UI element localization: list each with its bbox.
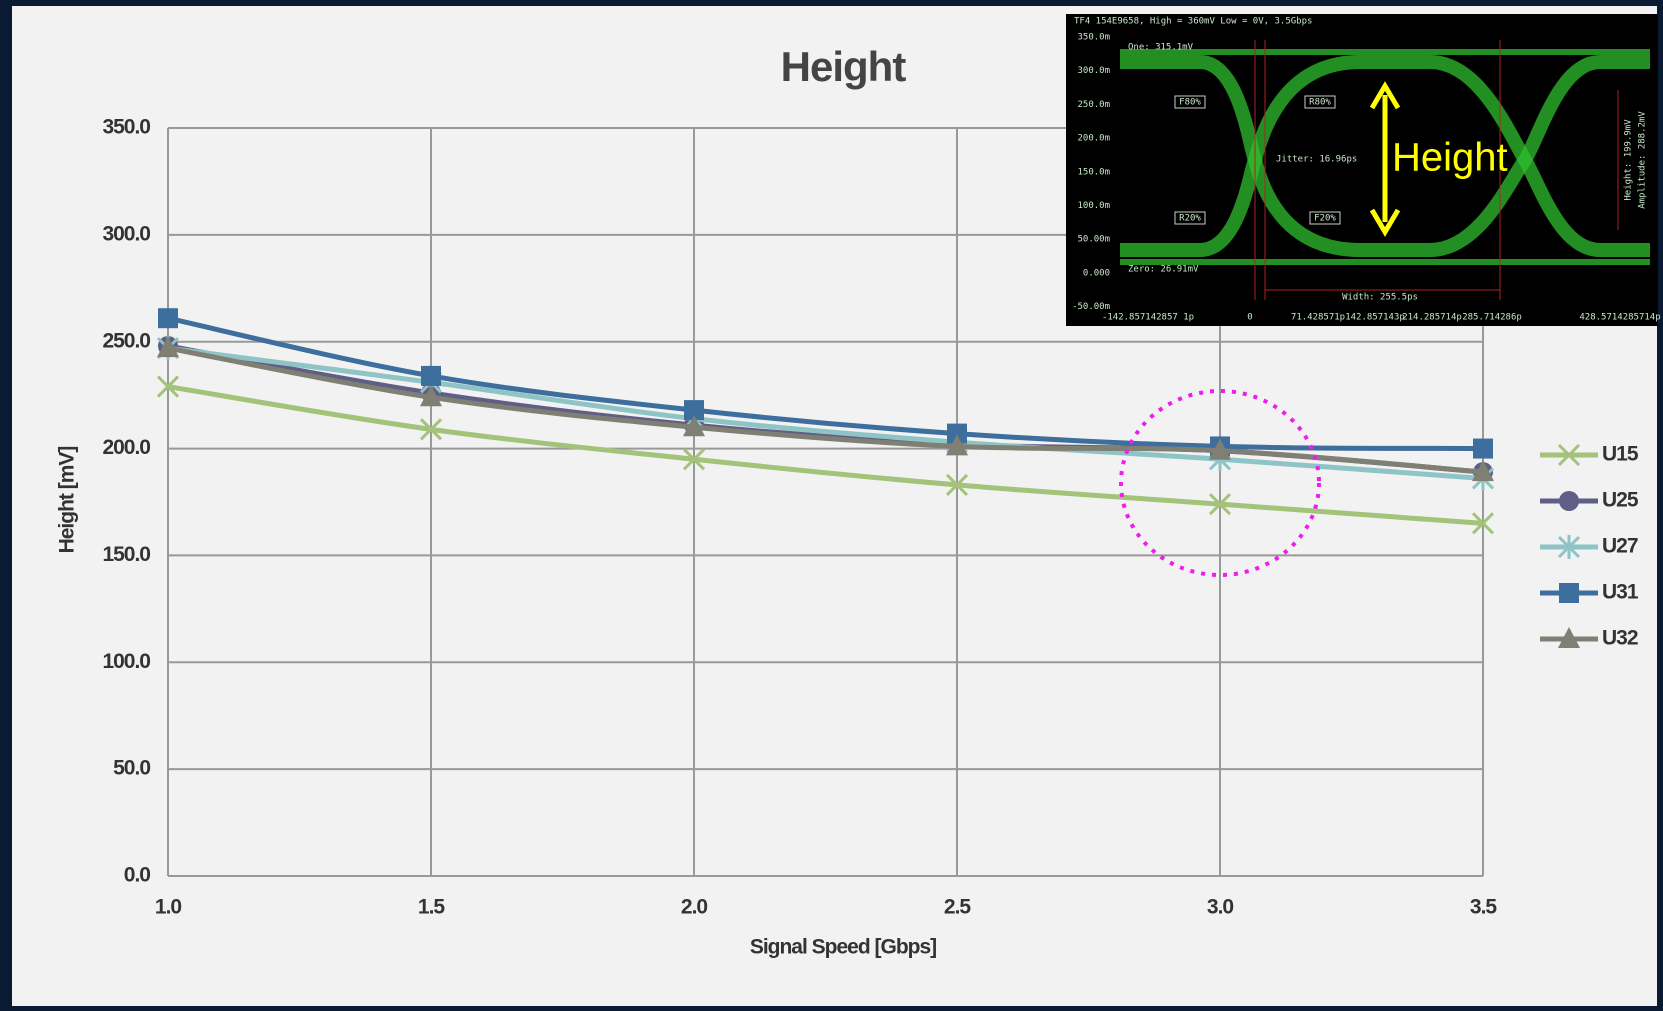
height-annotation: Height [1392, 136, 1508, 180]
y-tick-label: 100.0 [102, 650, 150, 673]
inset-jitter: Jitter: 16.96ps [1276, 155, 1357, 165]
legend-label: U31 [1602, 581, 1639, 604]
inset-side: Height: 199.9mV [1624, 119, 1634, 201]
chart: Height Signal Speed [Gbps] Height [mV] 0… [0, 0, 1663, 1011]
marker [1559, 491, 1579, 511]
inset-y-label: 100.0m [1077, 201, 1110, 211]
x-tick-label: 2.0 [681, 896, 708, 919]
legend-label: U15 [1602, 443, 1639, 466]
inset-x-label: -142.857142857 1p [1102, 313, 1194, 323]
x-tick-label: 3.0 [1207, 896, 1234, 919]
inset-y-label: -50.00m [1072, 302, 1110, 312]
marker [158, 308, 178, 328]
inset-x-label: 214.285714p [1402, 313, 1462, 323]
y-tick-label: 200.0 [102, 436, 150, 459]
inset-width: Width: 255.5ps [1342, 293, 1418, 303]
inset-side: Amplitude: 288.2mV [1638, 111, 1648, 209]
y-tick-label: 350.0 [102, 116, 150, 139]
inset-one: One: 315.1mV [1128, 43, 1194, 53]
legend-label: U25 [1602, 489, 1639, 512]
legend-label: U27 [1602, 535, 1638, 558]
inset-y-label: 0.000 [1083, 268, 1110, 278]
marker [421, 366, 441, 386]
x-tick-label: 1.0 [155, 896, 182, 919]
inset-marker: R80% [1309, 98, 1331, 108]
y-tick-label: 0.0 [124, 864, 151, 887]
inset-x-label: 0 [1247, 313, 1252, 323]
y-tick-label: 250.0 [102, 329, 150, 352]
inset-x-label: 285.714286p [1462, 313, 1522, 323]
inset-marker: F80% [1179, 98, 1201, 108]
inset-y-label: 250.0m [1077, 100, 1110, 110]
y-tick-label: 50.0 [113, 757, 150, 780]
y-axis-title: Height [mV] [56, 447, 79, 554]
eye-diagram-inset: Height TF4 154E9658, High = 360mV Low = … [1066, 14, 1661, 326]
marker [1473, 439, 1493, 459]
x-tick-label: 1.5 [418, 896, 446, 919]
inset-zero: Zero: 26.91mV [1128, 265, 1199, 275]
x-tick-label: 2.5 [944, 896, 972, 919]
inset-marker: R20% [1179, 214, 1201, 224]
inset-header: TF4 154E9658, High = 360mV Low = 0V, 3.5… [1074, 17, 1312, 27]
x-axis-title: Signal Speed [Gbps] [750, 936, 936, 959]
chart-title: Height [781, 43, 907, 90]
y-tick-label: 300.0 [102, 222, 150, 245]
inset-y-label: 150.0m [1077, 167, 1110, 177]
inset-x-label: 71.428571p [1291, 313, 1345, 323]
x-tick-label: 3.5 [1470, 896, 1498, 919]
inset-y-label: 350.0m [1077, 33, 1110, 43]
inset-marker: F20% [1314, 214, 1336, 224]
legend-label: U32 [1602, 627, 1638, 650]
inset-x-label: 142.857143p [1345, 313, 1405, 323]
y-tick-label: 150.0 [102, 543, 150, 566]
inset-y-label: 300.0m [1077, 66, 1110, 76]
marker [1559, 583, 1579, 603]
inset-y-label: 200.0m [1077, 134, 1110, 144]
inset-x-label: 428.5714285714p [1579, 313, 1660, 323]
inset-y-label: 50.00m [1077, 235, 1110, 245]
